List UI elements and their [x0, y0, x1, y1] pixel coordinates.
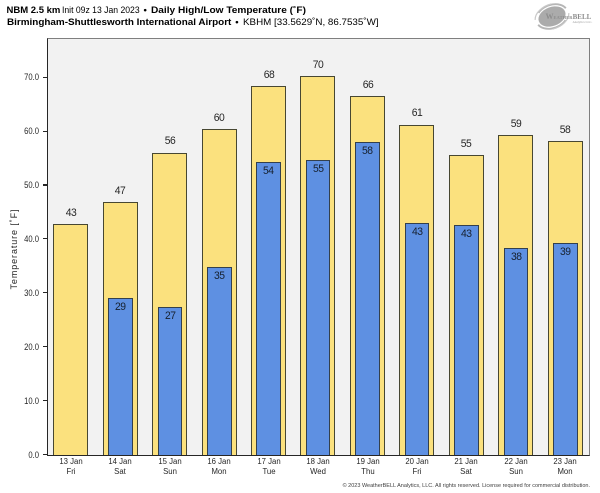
svg-text:Analytics LLC.: Analytics LLC. — [573, 20, 593, 24]
svg-text:WEATHERBELL: WEATHERBELL — [546, 12, 592, 21]
